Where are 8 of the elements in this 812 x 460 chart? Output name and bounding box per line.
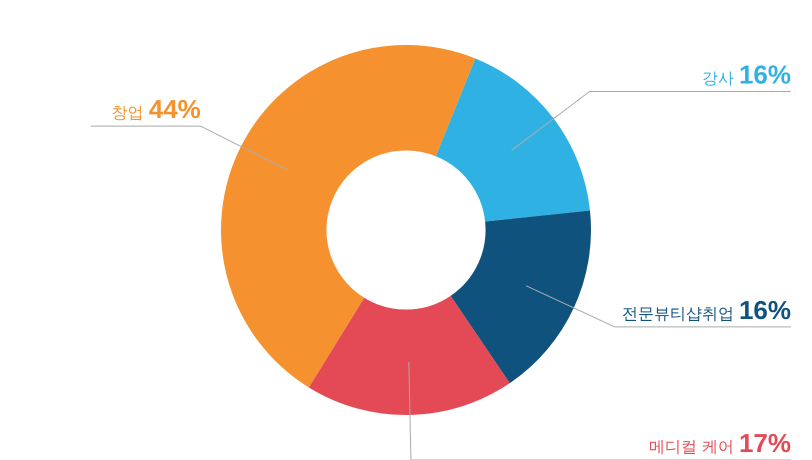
data-label: 17% [738, 428, 792, 458]
data-label: 16% [738, 59, 792, 90]
data-label: 16% [738, 294, 792, 325]
slice-label: 메디컬 케어 [648, 436, 739, 456]
slice-label: 창업 [112, 103, 149, 122]
data-label: 44% [148, 94, 201, 124]
slice-label: 강사 [702, 68, 739, 88]
slice-label: 전문뷰티샵취업 [622, 304, 739, 323]
